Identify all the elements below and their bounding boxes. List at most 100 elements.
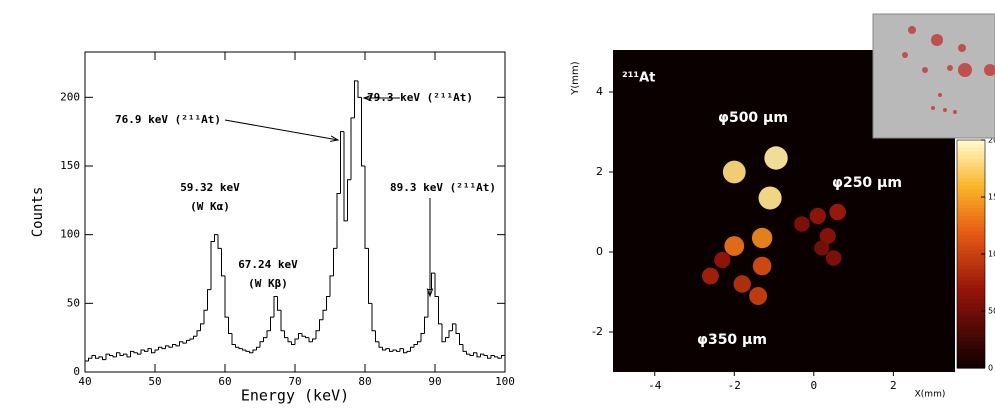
histogram-bin [91,355,96,359]
y-tick-label: 50 [67,296,80,309]
colorbar-segment [957,284,985,289]
histogram-bin [420,333,425,342]
inset-dot [938,93,942,97]
x-tick-label: 50 [148,375,161,388]
colorbar-segment [957,292,985,297]
colorbar-segment [957,322,985,327]
x-axis-label: X(mm) [915,390,946,400]
histogram-bin [207,289,211,311]
histogram-bin [469,354,474,357]
colorbar-segment [957,189,985,194]
colorbar-segment [957,257,985,263]
annotation-arrow [224,119,339,141]
colorbar-segment [957,197,985,202]
x-tick-label: 100 [495,375,515,388]
histogram-bin [445,337,449,342]
histogram-bin [301,333,306,337]
histogram-bin [130,350,134,357]
histogram-bin [168,345,173,348]
colorbar-segment [957,193,985,198]
x-tick-label: -2 [728,379,741,392]
colorbar-segment [957,140,985,145]
histogram-bin [186,339,190,344]
colorbar-segment [957,261,985,266]
histogram-bin [354,80,358,118]
histogram-bin [84,360,89,372]
histogram-bin [119,352,124,357]
x-tick-label: 60 [218,375,231,388]
histogram-bin [448,330,453,338]
spot [758,186,782,210]
y-tick-label: 150 [60,159,80,172]
annotation: 67.24 keV [238,258,298,271]
inset-dot [984,64,995,76]
inset-dot [931,34,943,46]
histogram-bin [382,347,386,351]
spot [825,250,842,266]
colorbar-segment [957,200,985,206]
colorbar-segment [957,242,985,247]
histogram-bin [347,179,351,221]
histogram-bin [417,341,421,345]
histogram-bin [399,348,404,352]
colorbar-segment [957,174,985,179]
colorbar-segment [957,265,985,270]
histogram-bin [193,335,197,340]
histogram-bin [413,344,418,348]
colorbar-segment [957,318,985,323]
histogram-bin [200,323,204,331]
inset-dot [958,44,966,52]
histogram-bin [361,97,365,167]
histogram-bin [410,346,414,352]
spot [733,275,751,293]
colorbar-segment [957,341,985,346]
colorbar-segment [957,223,985,228]
histogram-bin [473,352,477,356]
spot-layer [702,146,846,305]
histogram-bin [494,355,498,358]
histogram-bin [112,355,117,358]
histogram-bin [326,295,330,311]
spot [751,227,773,249]
colorbar-segment [957,212,985,217]
colorbar-segment [957,231,985,236]
spot [749,287,768,305]
y-tick-label: 100 [60,228,80,241]
colorbar-segment [957,345,985,350]
histogram-bin [189,338,194,341]
histogram-bin [476,352,481,358]
colorbar-segment [957,235,985,240]
histogram-bin [490,355,495,359]
colorbar-segment [957,178,985,183]
colorbar-segment [957,311,985,316]
annotation: 89.3 keV (²¹¹At) [390,181,496,194]
histogram-bin [147,348,152,352]
colorbar-tick-label: 100 [988,250,995,259]
colorbar-segment [957,295,985,301]
histogram-bin [396,350,400,352]
histogram-bin [315,330,320,340]
histogram-bin [452,323,456,331]
colorbar-segment [957,216,985,221]
histogram-bin [280,310,285,332]
histogram-bin [277,296,281,311]
colorbar-segment [957,299,985,304]
histogram-bin [319,319,323,331]
spot [809,207,826,225]
colorbar-segment [957,326,985,331]
x-tick-label: 70 [288,375,301,388]
histogram-bin [217,234,222,249]
colorbar-segment [957,143,985,149]
histogram-bin [126,354,131,358]
y-axis-label: Counts [30,187,46,238]
inset-dot [958,63,972,77]
colorbar-segment [957,333,985,339]
colorbar-segment [957,288,985,293]
histogram-bin [375,330,379,343]
colorbar-segment [957,314,985,320]
histogram-bin [434,273,439,297]
histogram-bin [466,351,470,355]
histogram-bin [203,309,208,324]
histogram-bin [371,303,376,332]
